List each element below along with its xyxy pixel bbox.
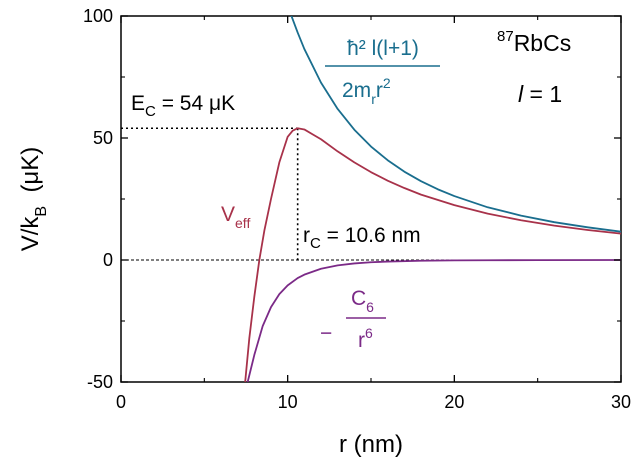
ec-subscript: C — [145, 103, 156, 120]
y-tick-label: 0 — [103, 250, 113, 270]
x-tick-label: 0 — [116, 392, 126, 412]
rc-subscript: C — [310, 235, 321, 252]
y-axis-label: V/kB (μK) — [17, 147, 50, 252]
species-mass-number: 87 — [497, 28, 514, 45]
l-value: = 1 — [523, 81, 562, 107]
centrifugal-den-superscript: 2 — [383, 75, 391, 91]
vdw-den-superscript: 6 — [365, 325, 373, 341]
ec-value: = 54 μK — [156, 92, 235, 115]
centrifugal-numerator: ħ² l(l+1) — [347, 37, 419, 60]
x-tick-label: 20 — [444, 392, 464, 412]
series-group — [244, 16, 621, 382]
vdw-minus-sign: − — [320, 322, 332, 345]
x-tick-label: 10 — [278, 392, 298, 412]
species-name: RbCs — [514, 30, 572, 56]
series-centrifugal-line — [290, 16, 621, 233]
series-effective-line — [244, 127, 621, 382]
vdw-den-main: r — [358, 329, 365, 352]
y-axis-label-subscript: B — [33, 206, 50, 217]
angular-momentum-label: l = 1 — [518, 81, 562, 107]
axis-ticks — [120, 15, 622, 383]
centrifugal-denominator: 2mrr2 — [342, 75, 391, 107]
veff-subscript: eff — [235, 215, 250, 231]
y-axis-label-unit: (μK) — [17, 147, 44, 206]
van-der-waals-label: − C6 r6 — [320, 287, 386, 352]
veff-main: V — [221, 203, 235, 226]
series-van-der-waals-line — [246, 259, 621, 382]
y-tick-label: 50 — [93, 128, 113, 148]
barrier-guide-lines — [121, 127, 299, 260]
species-label: 87RbCs — [497, 28, 571, 56]
barrier-energy-label: EC = 54 μK — [131, 92, 235, 120]
vdw-denominator: r6 — [358, 325, 373, 352]
y-tick-label: -50 — [87, 372, 113, 392]
barrier-radius-label: rC = 10.6 nm — [303, 224, 421, 252]
vdw-numerator: C6 — [351, 287, 374, 315]
y-tick-label: 100 — [83, 6, 113, 26]
y-axis-label-main: V/k — [17, 216, 44, 252]
centrifugal-den-subscript: r — [371, 91, 376, 107]
x-tick-label: 30 — [611, 392, 631, 412]
centrifugal-term-label: ħ² l(l+1) 2mrr2 — [325, 37, 440, 107]
centrifugal-den-r: r — [376, 79, 383, 102]
rc-value: = 10.6 nm — [321, 224, 421, 247]
x-axis-label: r (nm) — [339, 431, 403, 458]
centrifugal-den-main: 2m — [342, 79, 371, 102]
ec-main: E — [131, 92, 145, 115]
effective-potential-label: Veff — [221, 203, 250, 231]
vdw-num-subscript: 6 — [366, 299, 374, 315]
l-symbol: l — [518, 81, 524, 107]
vdw-num-main: C — [351, 287, 366, 310]
rc-main: r — [303, 224, 310, 247]
